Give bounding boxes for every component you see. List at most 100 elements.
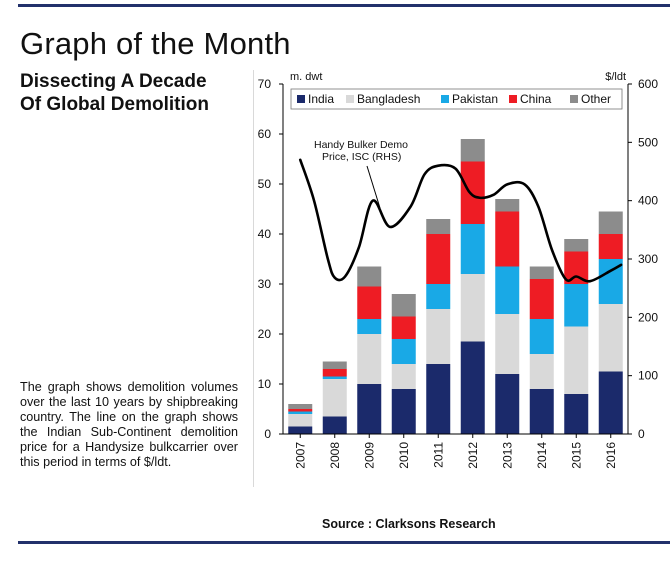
legend-label-china: China <box>520 92 552 106</box>
legend-box <box>290 88 623 110</box>
bar-pakistan-2007 <box>288 411 313 414</box>
bar-india-2015 <box>564 394 589 434</box>
x-axis: 2007 2008 2009 2010 2011 2012 2013 2014 2015 2016 <box>283 433 628 469</box>
bar-india-2010 <box>391 389 416 434</box>
left-tick-label: 30 <box>258 277 272 291</box>
bar-india-2007 <box>288 426 313 434</box>
legend-label-bangladesh: Bangladesh <box>357 92 420 106</box>
bar-other-2009 <box>357 266 382 287</box>
price-line-leader <box>366 165 381 209</box>
left-axis: 0 10 20 30 40 50 60 70 m. dwt <box>258 71 323 441</box>
bar-pakistan-2013 <box>495 266 520 314</box>
bar-india-2008 <box>322 416 347 434</box>
bar-china-2016 <box>598 234 623 259</box>
bar-bangladesh-2010 <box>391 364 416 389</box>
bar-bangladesh-2007 <box>288 414 313 427</box>
x-tick-label: 2007 <box>293 442 307 469</box>
source-credit: Source : Clarksons Research <box>322 517 496 531</box>
bar-bangladesh-2009 <box>357 334 382 384</box>
bar-china-2010 <box>391 316 416 339</box>
bar-other-2011 <box>426 219 451 234</box>
article-headline: Dissecting A Decade Of Global Demolition <box>20 70 245 116</box>
bar-china-2012 <box>460 161 485 224</box>
bar-other-2008 <box>322 361 347 369</box>
bar-bangladesh-2011 <box>426 309 451 364</box>
bar-india-2013 <box>495 374 520 434</box>
right-tick-label: 400 <box>638 194 658 208</box>
left-tick-label: 10 <box>258 377 272 391</box>
right-tick-label: 200 <box>638 310 658 324</box>
x-tick-label: 2011 <box>431 442 445 468</box>
bar-india-2014 <box>529 389 554 434</box>
x-tick-label: 2008 <box>328 442 342 469</box>
left-tick-label: 60 <box>258 127 272 141</box>
x-tick-label: 2015 <box>569 442 583 469</box>
left-tick-label: 20 <box>258 327 272 341</box>
legend-label-other: Other <box>581 92 611 106</box>
right-axis-unit: $/ldt <box>605 71 626 83</box>
stacked-bars <box>288 139 623 434</box>
left-tick-label: 70 <box>258 77 272 91</box>
bar-pakistan-2012 <box>460 224 485 274</box>
bar-pakistan-2008 <box>322 376 347 379</box>
right-tick-label: 600 <box>638 77 658 91</box>
top-rule <box>18 4 670 7</box>
legend-swatch-other <box>570 95 578 103</box>
bar-india-2012 <box>460 341 485 434</box>
bar-china-2014 <box>529 279 554 319</box>
bar-bangladesh-2014 <box>529 354 554 389</box>
bar-bangladesh-2012 <box>460 274 485 342</box>
right-tick-label: 500 <box>638 135 658 149</box>
legend-swatch-china <box>509 95 517 103</box>
left-tick-label: 0 <box>264 427 271 441</box>
left-axis-unit: m. dwt <box>290 71 322 83</box>
bar-other-2010 <box>391 294 416 317</box>
left-tick-label: 50 <box>258 177 272 191</box>
bar-pakistan-2015 <box>564 284 589 327</box>
price-line <box>298 158 623 283</box>
chart-frame-divider <box>253 70 254 487</box>
bar-pakistan-2009 <box>357 319 382 334</box>
page-title: Graph of the Month <box>20 26 291 61</box>
bar-india-2016 <box>598 371 623 434</box>
bar-india-2009 <box>357 384 382 434</box>
bottom-rule <box>18 541 670 544</box>
bar-other-2013 <box>495 199 520 212</box>
bar-bangladesh-2013 <box>495 314 520 374</box>
left-tick-label: 40 <box>258 227 272 241</box>
right-tick-label: 0 <box>638 427 645 441</box>
bar-china-2008 <box>322 369 347 377</box>
legend-swatch-bangladesh <box>346 95 354 103</box>
right-tick-label: 300 <box>638 252 658 266</box>
bar-pakistan-2011 <box>426 284 451 309</box>
bar-other-2016 <box>598 211 623 234</box>
x-tick-label: 2012 <box>466 442 480 469</box>
x-tick-label: 2010 <box>397 442 411 469</box>
price-line-label-2: Price, ISC (RHS) <box>322 151 401 163</box>
bar-other-2012 <box>460 139 485 162</box>
price-line-label-1: Handy Bulker Demo <box>314 139 408 151</box>
bar-china-2015 <box>564 251 589 284</box>
right-tick-label: 100 <box>638 369 658 383</box>
bar-bangladesh-2016 <box>598 304 623 372</box>
x-tick-label: 2009 <box>362 442 376 469</box>
bar-other-2015 <box>564 239 589 252</box>
legend-label-pakistan: Pakistan <box>452 92 498 106</box>
legend-swatch-pakistan <box>441 95 449 103</box>
bar-china-2009 <box>357 286 382 319</box>
bar-china-2007 <box>288 409 313 412</box>
headline-line-2: Of Global Demolition <box>20 94 209 115</box>
chart-description: The graph shows demolition volumes over … <box>20 380 238 469</box>
bar-china-2011 <box>426 234 451 284</box>
bar-bangladesh-2015 <box>564 326 589 394</box>
bar-bangladesh-2008 <box>322 379 347 417</box>
legend-label-india: India <box>308 92 334 106</box>
x-tick-label: 2016 <box>604 442 618 469</box>
bar-china-2013 <box>495 211 520 267</box>
bar-other-2014 <box>529 266 554 279</box>
bar-pakistan-2014 <box>529 319 554 354</box>
headline-line-1: Dissecting A Decade <box>20 71 207 92</box>
chart-legend: India Bangladesh Pakistan China Other <box>290 88 623 110</box>
